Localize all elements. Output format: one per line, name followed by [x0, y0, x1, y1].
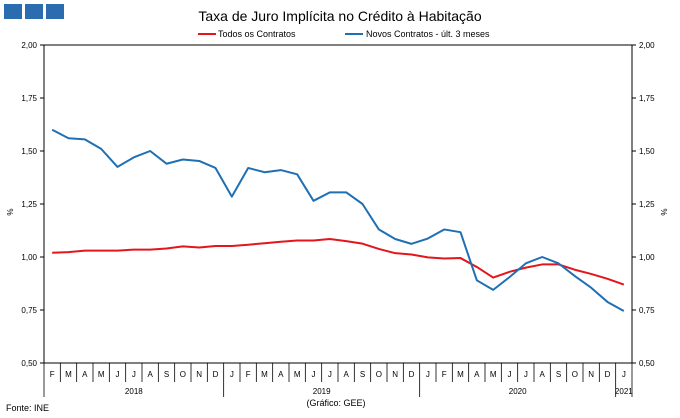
y-axis-left: 0,50 0,75 1,00 1,25 1,50 1,75 2,00 — [21, 41, 44, 368]
y-tick-label-right: 0,75 — [639, 306, 655, 315]
y-tick-label-left: 0,75 — [21, 306, 37, 315]
y-tick-label-right: 1,50 — [639, 147, 655, 156]
x-tick-label: N — [196, 370, 202, 379]
x-tick-label: A — [474, 370, 480, 379]
y-tick-label-right: 1,25 — [639, 200, 655, 209]
x-year-label: 2018 — [125, 387, 143, 396]
logo-square-3 — [46, 4, 64, 19]
series-line-todos-os-contratos — [52, 237, 625, 286]
plot-area — [43, 44, 633, 364]
x-tick-label: S — [360, 370, 365, 379]
logo-square-1 — [4, 4, 22, 19]
chart-title: Taxa de Juro Implícita no Crédito à Habi… — [198, 8, 481, 24]
x-tick-label: J — [426, 370, 430, 379]
legend-label-novos: Novos Contratos - últ. 3 meses — [366, 29, 490, 39]
y-tick-label-left: 1,00 — [21, 253, 37, 262]
x-tick-label: A — [147, 370, 153, 379]
x-tick-label: J — [508, 370, 512, 379]
source-note: Fonte: INE — [6, 403, 49, 413]
series-line-novos-contratos — [51, 128, 625, 312]
x-tick-label: M — [294, 370, 301, 379]
y-tick-label-left: 1,50 — [21, 147, 37, 156]
x-tick-label: A — [343, 370, 349, 379]
x-year-label: 2021 — [615, 387, 633, 396]
y-tick-label-left: 1,25 — [21, 200, 37, 209]
credit-note: (Gráfico: GEE) — [306, 398, 365, 408]
x-tick-label: N — [392, 370, 398, 379]
y-tick-label-right: 1,00 — [639, 253, 655, 262]
x-tick-label: O — [180, 370, 186, 379]
x-tick-label: M — [261, 370, 268, 379]
y-axis-label-right: % — [660, 208, 669, 215]
x-tick-label: D — [605, 370, 611, 379]
x-tick-label: M — [65, 370, 72, 379]
x-tick-label: O — [376, 370, 382, 379]
y-tick-label-right: 1,75 — [639, 94, 655, 103]
x-tick-label: J — [622, 370, 626, 379]
x-tick-label: F — [442, 370, 447, 379]
x-year-label: 2020 — [509, 387, 527, 396]
x-tick-label: O — [572, 370, 578, 379]
y-tick-label-right: 0,50 — [639, 359, 655, 368]
x-tick-label: J — [312, 370, 316, 379]
x-tick-label: F — [246, 370, 251, 379]
legend-label-todos: Todos os Contratos — [218, 29, 296, 39]
x-tick-label: D — [409, 370, 415, 379]
x-tick-label: A — [278, 370, 284, 379]
y-tick-label-left: 0,50 — [21, 359, 37, 368]
x-tick-label: D — [213, 370, 219, 379]
x-tick-label: A — [539, 370, 545, 379]
y-tick-label-left: 2,00 — [21, 41, 37, 50]
x-tick-label: F — [50, 370, 55, 379]
brand-logo — [4, 4, 64, 19]
x-tick-label: J — [524, 370, 528, 379]
x-tick-label: M — [457, 370, 464, 379]
x-axis: F M A M J J A S O N D J F M A M J J A S O N D J F M A M J J A S O N D J 2018… — [43, 363, 633, 397]
y-axis-right: 0,50 0,75 1,00 1,25 1,50 1,75 2,00 — [632, 41, 655, 368]
y-tick-label-right: 2,00 — [639, 41, 655, 50]
x-tick-label: J — [116, 370, 120, 379]
x-tick-label: J — [230, 370, 234, 379]
y-axis-label-left: % — [6, 208, 15, 215]
legend: Todos os Contratos Novos Contratos - últ… — [198, 29, 490, 39]
x-tick-label: A — [82, 370, 88, 379]
logo-square-2 — [25, 4, 43, 19]
x-tick-label: J — [132, 370, 136, 379]
x-tick-label: S — [556, 370, 561, 379]
x-tick-label: S — [164, 370, 169, 379]
x-tick-label: M — [98, 370, 105, 379]
series-lines — [51, 128, 625, 312]
x-tick-label: N — [588, 370, 594, 379]
x-tick-label: M — [490, 370, 497, 379]
y-tick-label-left: 1,75 — [21, 94, 37, 103]
x-tick-label: J — [328, 370, 332, 379]
x-year-label: 2019 — [313, 387, 331, 396]
